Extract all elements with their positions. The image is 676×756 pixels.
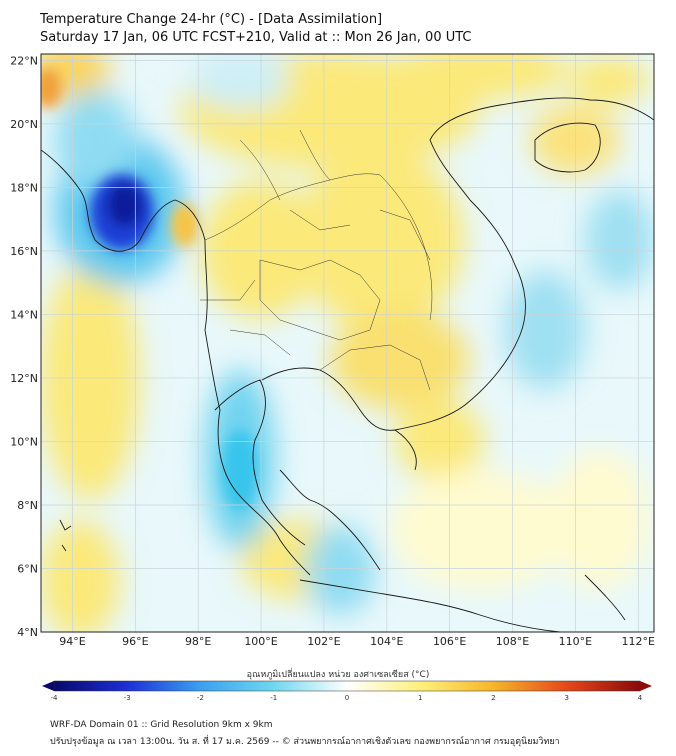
- colorbar-min-arrow: [42, 681, 54, 691]
- colorbar-tick-label: 3: [565, 694, 569, 702]
- colorbar-tick-label: 4: [638, 694, 643, 702]
- lon-tick-label: 112°E: [622, 635, 655, 648]
- footer-model-info: WRF-DA Domain 01 :: Grid Resolution 9km …: [50, 720, 273, 730]
- lat-tick-label: 10°N: [10, 435, 38, 448]
- lat-tick-label: 4°N: [17, 626, 38, 639]
- colorbar-tick-label: -1: [270, 694, 277, 702]
- colorbar-gradient: [53, 680, 641, 692]
- lon-tick-label: 94°E: [59, 635, 85, 648]
- colorbar-tick-label: -4: [51, 694, 59, 702]
- colorbar: [42, 680, 652, 692]
- lon-tick-label: 100°E: [244, 635, 277, 648]
- lon-tick-label: 108°E: [496, 635, 529, 648]
- lat-tick-label: 20°N: [10, 118, 38, 131]
- colorbar-tick-label: 2: [491, 694, 495, 702]
- lon-tick-label: 106°E: [433, 635, 466, 648]
- map-title: Temperature Change 24-hr (°C) - [Data As…: [40, 12, 383, 27]
- lat-tick-label: 16°N: [10, 245, 38, 258]
- colorbar-tick-label: -3: [124, 694, 131, 702]
- footer-update-info: ปรับปรุงข้อมูล ณ เวลา 13:00น. วัน ส. ที่…: [50, 737, 560, 747]
- colorbar-tick-label: -2: [197, 694, 204, 702]
- map-subtitle: Saturday 17 Jan, 06 UTC FCST+210, Valid …: [40, 30, 472, 45]
- colorbar-tick-label: 1: [418, 694, 422, 702]
- longitude-axis: 94°E 96°E 98°E 100°E 102°E 104°E 106°E 108°E 110…: [59, 635, 655, 648]
- lat-tick-label: 6°N: [17, 562, 38, 575]
- lat-tick-label: 18°N: [10, 181, 38, 194]
- colorbar-label: อุณหภูมิเปลี่ยนแปลง หน่วย องศาเซลเซียส (…: [246, 670, 430, 680]
- lon-tick-label: 96°E: [122, 635, 148, 648]
- lon-tick-label: 110°E: [559, 635, 592, 648]
- map-grid: [41, 54, 654, 632]
- lon-tick-label: 98°E: [185, 635, 211, 648]
- map-frame: [40, 53, 655, 633]
- map-boundaries: [200, 129, 433, 391]
- colorbar-tick-label: 0: [345, 694, 349, 702]
- lat-tick-label: 14°N: [10, 308, 38, 321]
- lon-tick-label: 102°E: [307, 635, 340, 648]
- lon-tick-label: 104°E: [370, 635, 403, 648]
- colorbar-max-arrow: [640, 681, 652, 691]
- lat-tick-label: 22°N: [10, 54, 38, 67]
- temperature-field: [41, 54, 654, 632]
- colorbar-ticks: -4 -3 -2 -1 0 1 2 3 4: [51, 694, 643, 702]
- lat-tick-label: 12°N: [10, 372, 38, 385]
- lat-tick-label: 8°N: [17, 499, 38, 512]
- latitude-axis: 22°N 20°N 18°N 16°N 14°N 12°N 10°N 8°N 6°N 4°N: [10, 54, 38, 639]
- map-coastlines: [41, 97, 654, 632]
